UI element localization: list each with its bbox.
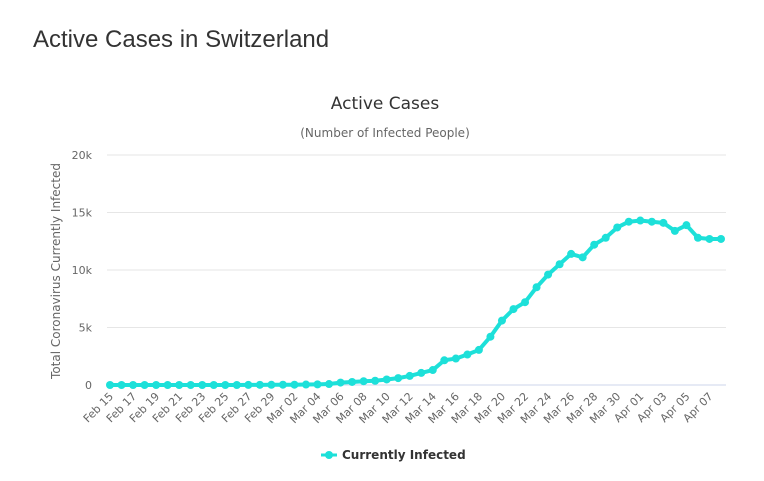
data-point[interactable] — [175, 381, 184, 389]
data-point[interactable] — [209, 381, 218, 389]
chart-title: Active Cases — [331, 94, 440, 114]
data-point[interactable] — [590, 240, 599, 249]
y-tick-label: 0 — [85, 379, 92, 392]
y-tick-label: 15k — [72, 207, 93, 220]
data-point[interactable] — [544, 270, 553, 279]
data-point[interactable] — [567, 249, 576, 258]
data-point[interactable] — [301, 380, 310, 389]
legend-marker-swatch — [325, 451, 333, 459]
data-point[interactable] — [463, 350, 472, 359]
data-point[interactable] — [106, 381, 114, 389]
data-point[interactable] — [509, 305, 518, 314]
data-point[interactable] — [140, 381, 149, 389]
data-point[interactable] — [129, 381, 138, 389]
data-point[interactable] — [601, 233, 610, 242]
data-point[interactable] — [325, 380, 334, 389]
chart-subtitle: (Number of Infected People) — [300, 126, 470, 140]
data-point[interactable] — [693, 233, 702, 242]
data-point[interactable] — [555, 260, 564, 269]
data-point[interactable] — [705, 234, 714, 243]
data-point[interactable] — [348, 377, 357, 386]
data-point[interactable] — [117, 381, 126, 389]
y-tick-label: 10k — [72, 264, 93, 277]
data-point[interactable] — [717, 234, 725, 243]
data-point[interactable] — [613, 223, 622, 232]
data-point[interactable] — [486, 332, 495, 341]
data-point[interactable] — [451, 354, 460, 363]
data-point[interactable] — [440, 356, 449, 365]
data-point[interactable] — [278, 380, 287, 389]
page-title: Active Cases in Switzerland — [33, 26, 330, 53]
data-point[interactable] — [417, 368, 426, 377]
data-point[interactable] — [232, 380, 241, 389]
data-point[interactable] — [474, 345, 483, 354]
gridlines — [107, 154, 726, 386]
y-tick-label: 20k — [72, 149, 93, 162]
data-point[interactable] — [682, 221, 691, 230]
data-point[interactable] — [221, 381, 230, 389]
data-point[interactable] — [405, 371, 414, 380]
data-point[interactable] — [578, 253, 587, 262]
data-point[interactable] — [163, 381, 172, 389]
data-point[interactable] — [659, 218, 668, 227]
data-point[interactable] — [497, 316, 506, 325]
data-point[interactable] — [290, 380, 299, 389]
data-point[interactable] — [532, 283, 541, 292]
data-point[interactable] — [521, 298, 530, 307]
y-tick-label: 5k — [79, 322, 93, 335]
data-point[interactable] — [359, 377, 368, 386]
data-point[interactable] — [382, 375, 391, 384]
data-point[interactable] — [670, 226, 679, 235]
data-point[interactable] — [255, 380, 264, 389]
data-point[interactable] — [428, 366, 437, 375]
data-point[interactable] — [647, 217, 656, 226]
data-point[interactable] — [394, 374, 403, 383]
y-axis-ticks: 0 5k 10k 15k 20k — [72, 149, 93, 392]
series-line — [108, 218, 723, 387]
y-axis-title: Total Coronavirus Currently Infected — [49, 163, 63, 380]
data-point[interactable] — [267, 380, 276, 389]
data-point[interactable] — [313, 380, 322, 389]
data-point[interactable] — [371, 376, 380, 385]
data-point[interactable] — [152, 381, 161, 389]
legend[interactable]: Currently Infected — [321, 448, 466, 462]
series-currently-infected — [106, 216, 725, 389]
data-point[interactable] — [198, 381, 207, 389]
data-point[interactable] — [244, 380, 253, 389]
data-point[interactable] — [636, 216, 645, 225]
legend-label-currently-infected[interactable]: Currently Infected — [342, 448, 466, 462]
data-point[interactable] — [624, 217, 633, 226]
data-point[interactable] — [186, 381, 195, 389]
data-point[interactable] — [336, 378, 345, 387]
